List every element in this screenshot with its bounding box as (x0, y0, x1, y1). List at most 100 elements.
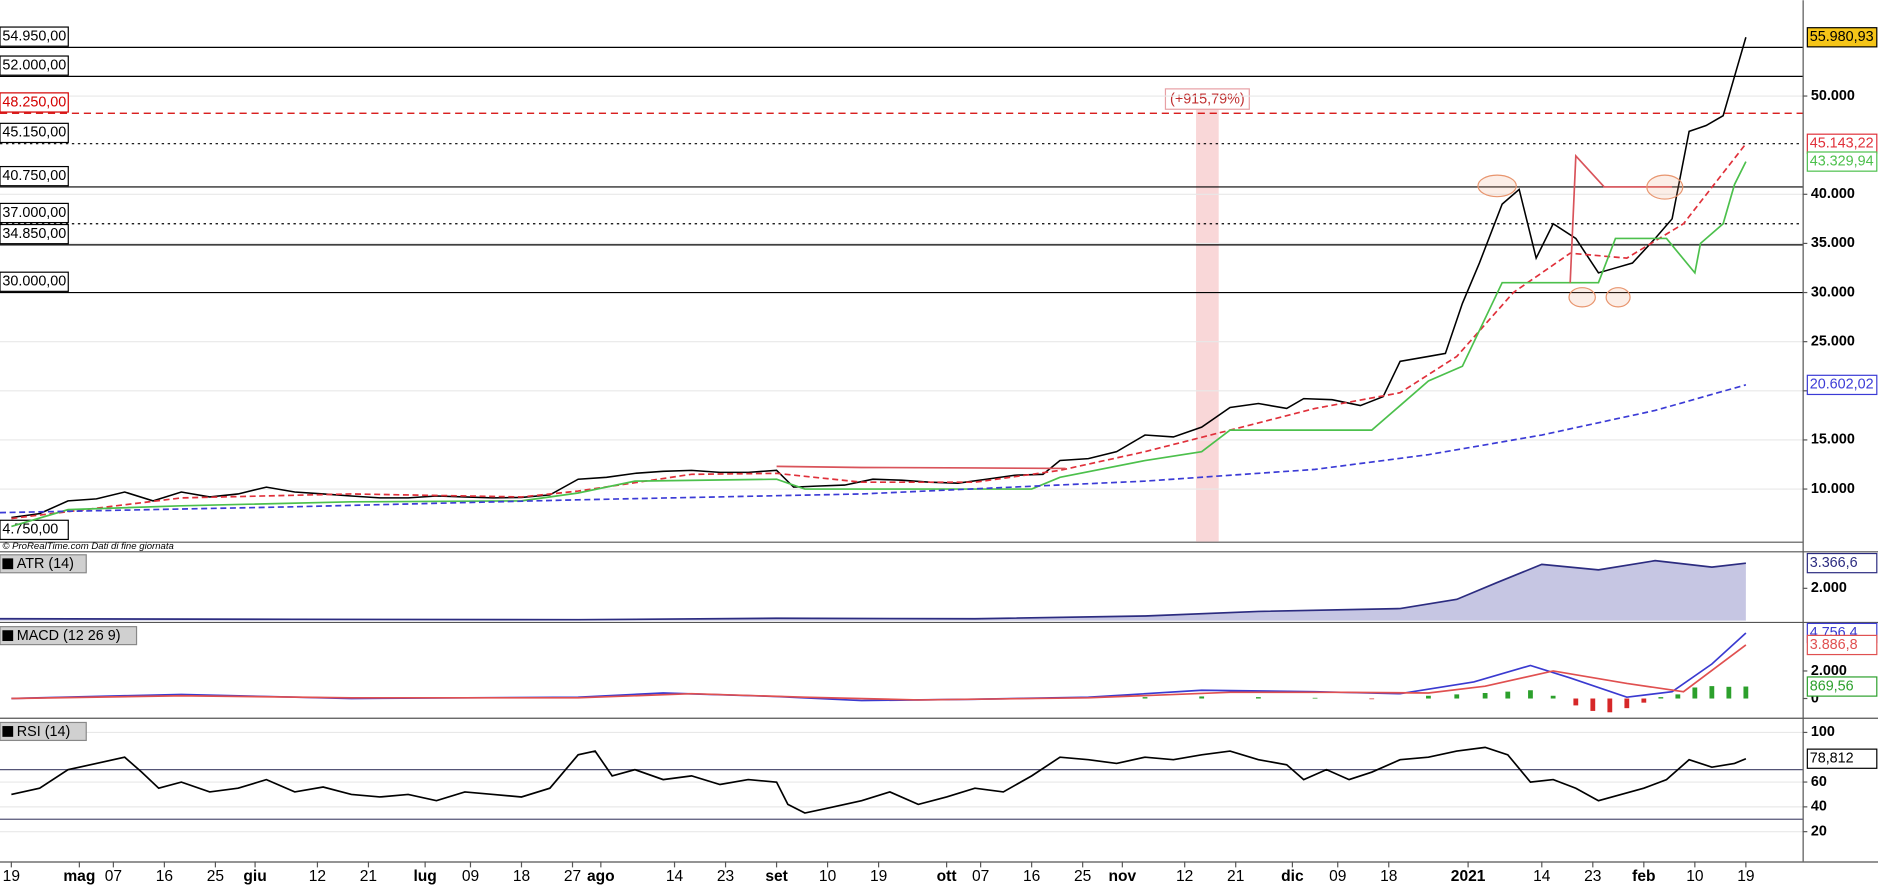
x-tick-label: ott (937, 868, 957, 885)
x-tick-label: 07 (105, 868, 122, 885)
y-tick-label: 10.000 (1811, 481, 1855, 497)
histogram-bar (1590, 698, 1596, 711)
histogram-bar (1675, 694, 1681, 699)
x-tick-label: ago (587, 868, 615, 885)
series-line (11, 143, 1747, 520)
x-tick-label: 25 (207, 868, 224, 885)
panel-title: ATR (14) (17, 556, 74, 572)
histogram-bar (1624, 698, 1630, 709)
last-value-box (1806, 676, 1878, 697)
x-tick-label: 27 (564, 868, 581, 885)
series-line (11, 161, 1747, 528)
histogram-bar (1454, 694, 1460, 699)
histogram-bar (1550, 695, 1556, 699)
x-tick-label: 16 (156, 868, 173, 885)
last-value-label: 3.366,6 (1810, 555, 1858, 571)
y-tick-label: 60 (1811, 774, 1827, 790)
highlight-band (1196, 90, 1219, 542)
level-label-box (0, 92, 69, 113)
level-label-box (0, 122, 69, 144)
level-label-box (0, 165, 69, 187)
x-tick-label: dic (1281, 868, 1304, 885)
histogram-bar (1199, 696, 1205, 699)
x-tick-label: 10 (819, 868, 837, 885)
last-value-label: 45.143,22 (1810, 136, 1874, 152)
x-tick-label: 07 (972, 868, 989, 885)
x-tick-label: 21 (360, 868, 377, 885)
last-value-label: 3.886,8 (1810, 637, 1858, 653)
histogram-bar (1607, 698, 1613, 713)
level-label: 45.150,00 (2, 125, 66, 141)
level-label-box (0, 202, 69, 224)
histogram-bar (1658, 697, 1664, 699)
histogram-bar (1726, 686, 1732, 699)
histogram-bar (1426, 695, 1431, 699)
level-label-box (0, 55, 69, 76)
histogram-bar (1692, 687, 1698, 699)
level-label: 37.000,00 (2, 205, 66, 221)
series-line (776, 153, 1673, 470)
x-tick-label: 19 (870, 868, 887, 885)
x-tick-label: lug (413, 868, 436, 885)
histogram-bar (1482, 693, 1488, 699)
area (0, 560, 1746, 621)
histogram-bar (1369, 698, 1375, 700)
x-tick-label: giu (243, 868, 266, 885)
last-value-label: 55.980,93 (1810, 29, 1874, 45)
x-tick-label: 14 (666, 868, 684, 885)
y-tick-label: 30.000 (1811, 284, 1855, 300)
histogram-bar (1505, 691, 1511, 699)
x-tick-label: 16 (1023, 868, 1040, 885)
level-label-box (0, 223, 69, 245)
level-label: 52.000,00 (2, 57, 66, 73)
histogram-bar (1142, 697, 1148, 699)
last-value-box (1806, 634, 1878, 656)
series-line (11, 37, 1747, 519)
level-label: 48.250,00 (2, 94, 66, 110)
y-tick-label: 15.000 (1811, 432, 1855, 448)
histogram-bar (1528, 690, 1533, 699)
x-tick-label: 12 (309, 868, 326, 885)
panel-label-swatch (2, 558, 14, 570)
y-tick-label: 35.000 (1811, 235, 1855, 251)
histogram-bar (1312, 697, 1318, 699)
panel-label-swatch (2, 726, 14, 737)
last-value-box (1806, 151, 1878, 172)
y-tick-label: 40 (1811, 799, 1827, 815)
x-tick-label: 10 (1686, 868, 1704, 885)
level-label: 30.000,00 (2, 274, 66, 290)
x-tick-label: 09 (462, 868, 479, 885)
x-tick-label: 14 (1533, 868, 1551, 885)
x-tick-label: 23 (717, 868, 734, 885)
y-tick-label: 20 (1811, 823, 1827, 839)
x-tick-label: nov (1109, 868, 1137, 885)
series-line (11, 746, 1747, 814)
y-tick-label: 40.000 (1811, 186, 1855, 202)
y-tick-label: 50.000 (1811, 88, 1855, 104)
panel-frames (0, 0, 1878, 863)
histogram-bar (1255, 697, 1261, 699)
annotation-box (1164, 88, 1250, 110)
x-tick-label: 2021 (1451, 868, 1486, 885)
panel-label-box (0, 626, 138, 646)
last-value-label: 78,812 (1810, 751, 1854, 767)
x-tick-label: 18 (513, 868, 530, 885)
level-label-box (0, 26, 69, 47)
x-tick-label: 19 (3, 868, 20, 885)
y-tick-label: 0 (1811, 690, 1819, 706)
y-tick-label: 25.000 (1811, 333, 1855, 349)
histogram-bar (1709, 686, 1715, 699)
pattern-markers (1477, 174, 1684, 308)
level-label: 54.950,00 (2, 28, 66, 44)
series-line (0, 559, 1746, 621)
x-tick-label: mag (63, 868, 95, 885)
x-tick-label: 25 (1074, 868, 1091, 885)
series-line (11, 644, 1747, 701)
x-tick-label: 18 (1380, 868, 1397, 885)
y-tick-label: 2.000 (1811, 663, 1847, 679)
x-tick-label: 12 (1176, 868, 1193, 885)
level-label: 40.750,00 (2, 168, 66, 184)
histogram-bar (1573, 698, 1579, 706)
